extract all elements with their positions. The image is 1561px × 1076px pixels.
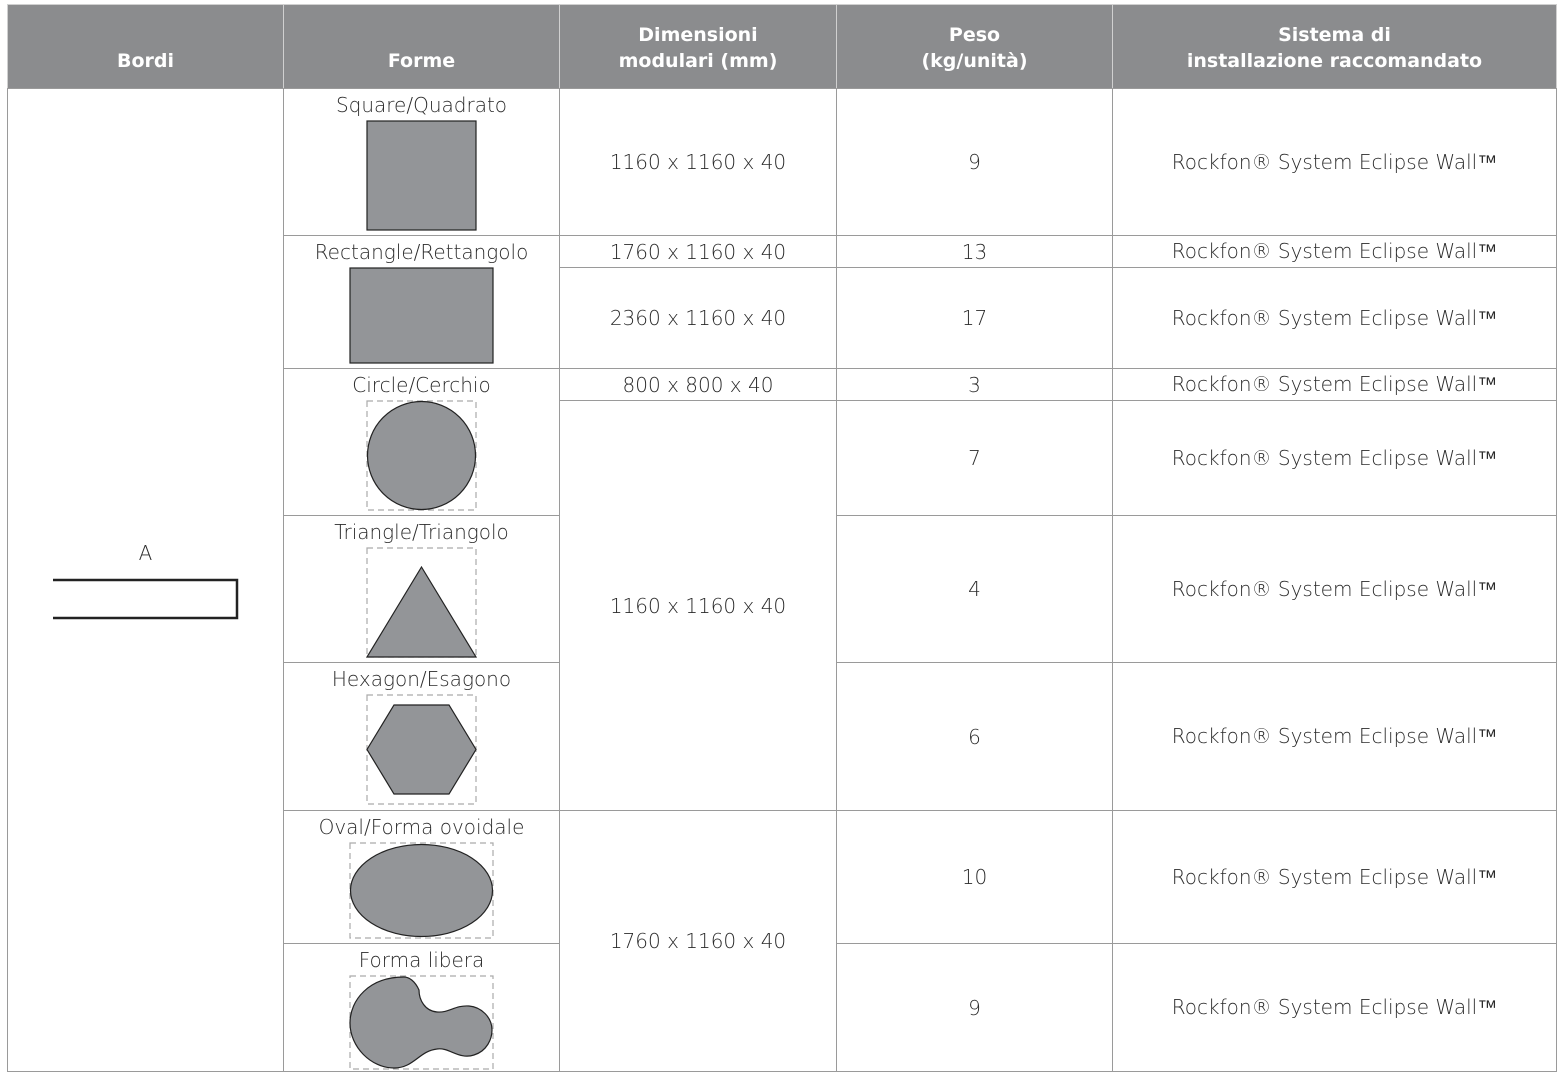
edge-cell: A (7, 88, 284, 1072)
dims-cell: 1760 x 1160 x 40 (559, 810, 837, 1072)
system-cell: Rockfon® System Eclipse Wall™ (1112, 267, 1557, 369)
weight-cell: 3 (836, 368, 1113, 401)
header-bordi: Bordi (7, 4, 284, 89)
weight-cell: 6 (836, 662, 1113, 811)
dims-cell: 1160 x 1160 x 40 (559, 400, 837, 811)
system-cell: Rockfon® System Eclipse Wall™ (1112, 943, 1557, 1072)
shape-label: Rectangle/Rettangolo (314, 240, 529, 264)
shape-free: Forma libera (283, 943, 560, 1072)
system-cell: Rockfon® System Eclipse Wall™ (1112, 88, 1557, 236)
shape-circle: Circle/Cerchio (283, 368, 560, 516)
freeform-icon (349, 975, 494, 1070)
weight-cell: 9 (836, 943, 1113, 1072)
shape-hexagon: Hexagon/Esagono (283, 662, 560, 811)
shape-oval: Oval/Forma ovoidale (283, 810, 560, 944)
header-dimensioni: Dimensioni modulari (mm) (559, 4, 837, 89)
oval-icon (349, 842, 494, 939)
shape-label: Forma libera (358, 948, 485, 972)
shape-label: Oval/Forma ovoidale (318, 815, 525, 839)
shape-triangle: Triangle/Triangolo (283, 515, 560, 663)
system-cell: Rockfon® System Eclipse Wall™ (1112, 368, 1557, 401)
header-forme: Forme (283, 4, 560, 89)
dims-cell: 1760 x 1160 x 40 (559, 235, 837, 268)
edge-profile-icon (53, 578, 239, 620)
weight-cell: 4 (836, 515, 1113, 663)
weight-cell: 7 (836, 400, 1113, 516)
system-cell: Rockfon® System Eclipse Wall™ (1112, 515, 1557, 663)
rectangle-icon (349, 267, 494, 364)
edge-label: A (138, 541, 153, 565)
triangle-icon (366, 547, 478, 658)
system-cell: Rockfon® System Eclipse Wall™ (1112, 810, 1557, 944)
weight-cell: 13 (836, 235, 1113, 268)
hexagon-icon (366, 694, 477, 805)
dims-cell: 2360 x 1160 x 40 (559, 267, 837, 369)
weight-cell: 17 (836, 267, 1113, 369)
square-icon (366, 120, 477, 231)
dims-cell: 1160 x 1160 x 40 (559, 88, 837, 236)
weight-cell: 9 (836, 88, 1113, 236)
weight-cell: 10 (836, 810, 1113, 944)
system-cell: Rockfon® System Eclipse Wall™ (1112, 662, 1557, 811)
shape-label: Triangle/Triangolo (334, 520, 509, 544)
header-peso: Peso (kg/unità) (836, 4, 1113, 89)
shape-rectangle: Rectangle/Rettangolo (283, 235, 560, 369)
dims-cell: 800 x 800 x 40 (559, 368, 837, 401)
shape-label: Square/Quadrato (335, 93, 508, 117)
shape-label: Circle/Cerchio (352, 373, 491, 397)
system-cell: Rockfon® System Eclipse Wall™ (1112, 235, 1557, 268)
shape-label: Hexagon/Esagono (331, 667, 512, 691)
system-cell: Rockfon® System Eclipse Wall™ (1112, 400, 1557, 516)
circle-icon (366, 400, 477, 511)
header-sistema: Sistema di installazione raccomandato (1112, 4, 1557, 89)
shape-square: Square/Quadrato (283, 88, 560, 236)
